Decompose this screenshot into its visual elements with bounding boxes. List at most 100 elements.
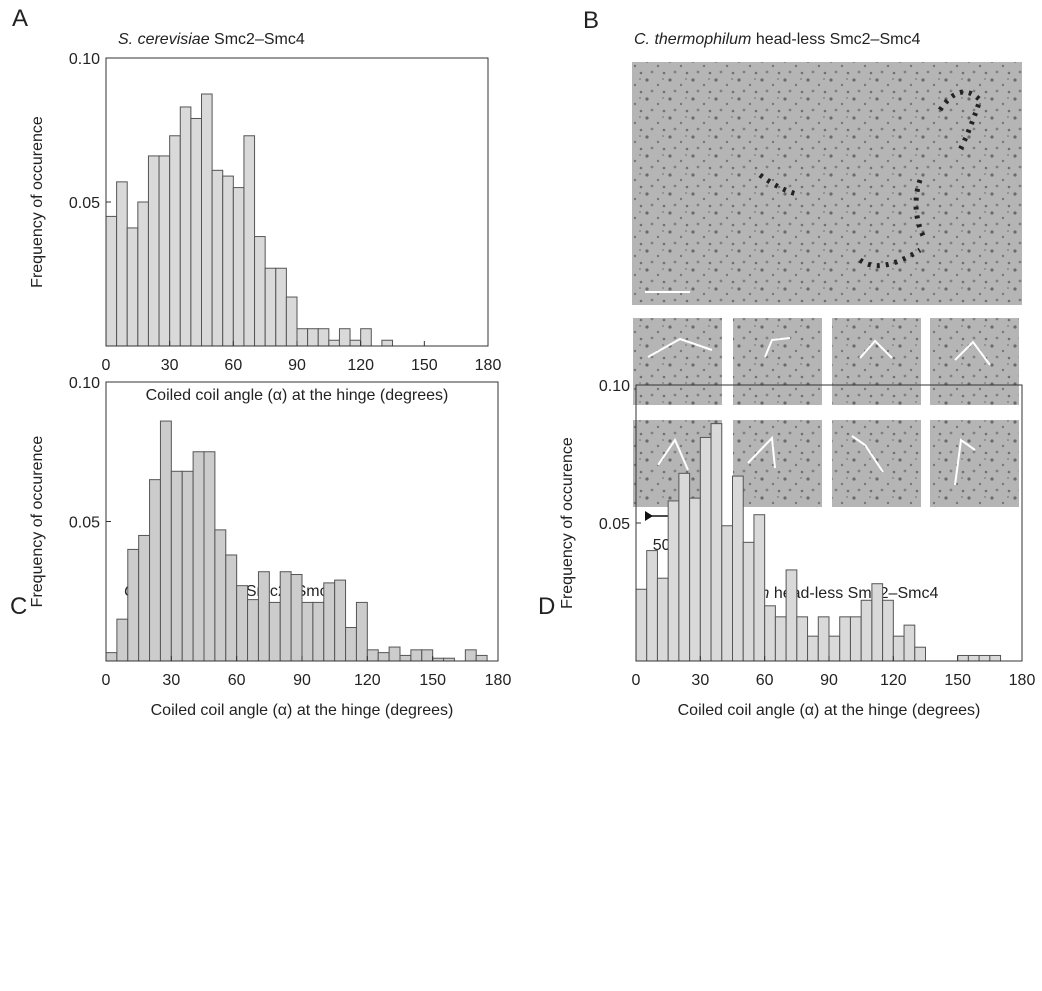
bar xyxy=(243,135,256,347)
x-tick-label: 90 xyxy=(288,357,306,374)
bar xyxy=(817,616,830,662)
tiles xyxy=(633,318,1019,507)
bar xyxy=(764,605,776,662)
bar xyxy=(349,339,362,347)
bar xyxy=(475,654,488,662)
panel-letter: A xyxy=(12,5,28,32)
x-tick-label: 150 xyxy=(419,672,446,689)
bar xyxy=(138,534,151,662)
y-tick-label: 0.10 xyxy=(599,378,630,395)
y-axis-label: Frequency of occurence xyxy=(559,437,576,609)
bar xyxy=(170,470,183,662)
bar xyxy=(667,500,680,662)
x-tick-label: 90 xyxy=(293,672,311,689)
bar xyxy=(232,187,245,347)
bar xyxy=(301,601,314,662)
bar xyxy=(656,577,669,662)
y-tick-label: 0.10 xyxy=(69,375,100,392)
bar xyxy=(211,169,224,347)
bar xyxy=(225,554,238,662)
bar xyxy=(116,618,129,662)
y-tick-label: 0.05 xyxy=(69,195,100,212)
bar xyxy=(774,616,787,662)
bar xyxy=(279,571,292,662)
bar xyxy=(785,569,798,662)
bar xyxy=(646,550,658,662)
bar xyxy=(849,616,862,662)
x-tick-label: 30 xyxy=(162,672,180,689)
x-tick-label: 120 xyxy=(354,672,381,689)
bar xyxy=(290,574,303,662)
bar xyxy=(149,479,161,662)
y-axis-label: Frequency of occurence xyxy=(29,436,46,608)
x-tick-label: 150 xyxy=(944,672,971,689)
bar xyxy=(105,215,118,347)
x-tick-label: 120 xyxy=(347,357,374,374)
bar xyxy=(105,652,118,662)
x-axis-label: Coiled coil angle (α) at the hinge (degr… xyxy=(146,387,449,404)
x-tick-label: 0 xyxy=(102,357,111,374)
panel-letter: B xyxy=(583,7,599,34)
x-tick-label: 150 xyxy=(411,357,438,374)
x-tick-label: 180 xyxy=(485,672,512,689)
bar xyxy=(689,497,701,662)
bar xyxy=(421,649,434,662)
bar xyxy=(721,525,733,662)
x-tick-label: 30 xyxy=(161,357,179,374)
bar xyxy=(381,339,393,347)
chart-panel: CC. thermophilum Smc2–Smc403060901201501… xyxy=(10,375,511,719)
bar xyxy=(137,201,149,347)
bar xyxy=(635,588,648,662)
bar xyxy=(807,635,819,662)
micrograph xyxy=(632,62,1022,305)
bar xyxy=(839,616,851,662)
bar xyxy=(268,601,281,662)
bar xyxy=(828,635,841,662)
bar xyxy=(710,423,723,662)
x-tick-label: 0 xyxy=(632,672,641,689)
x-tick-label: 30 xyxy=(691,672,709,689)
bar xyxy=(399,654,412,662)
bar xyxy=(978,654,991,662)
panel-letter: D xyxy=(538,593,555,620)
bar xyxy=(360,328,372,347)
bar xyxy=(264,267,277,347)
bar xyxy=(181,470,194,662)
bar xyxy=(732,475,744,662)
chart-panel: A S. cerevisiae Smc2–Smc4 0 30 60 90 120 150 180… xyxy=(12,5,501,404)
bar xyxy=(967,654,980,662)
panel-title: C. thermophilum head-less Smc2–Smc4 xyxy=(634,31,920,48)
title-species: C. thermophilum xyxy=(634,31,751,48)
panel-title: S. cerevisiae Smc2–Smc4 xyxy=(118,31,305,48)
panel-letter: C xyxy=(10,593,27,620)
bar xyxy=(338,328,351,347)
bar xyxy=(366,649,379,662)
bar xyxy=(116,181,128,347)
bar xyxy=(203,451,216,662)
bar xyxy=(127,548,140,662)
bar xyxy=(190,117,202,347)
x-tick-label: 120 xyxy=(880,672,907,689)
chart-panel: DC. thermophilum head-less Smc2–Smc40306… xyxy=(538,378,1035,719)
bar xyxy=(699,436,712,662)
bar xyxy=(257,571,270,662)
bar xyxy=(796,616,809,662)
bar xyxy=(334,579,347,662)
x-tick-label: 60 xyxy=(228,672,246,689)
bar xyxy=(236,585,249,662)
bar xyxy=(345,627,357,662)
x-tick-label: 90 xyxy=(820,672,838,689)
bar xyxy=(126,227,139,347)
x-axis-label: Coiled coil angle (α) at the hinge (degr… xyxy=(678,702,981,719)
y-tick-label: 0.05 xyxy=(599,516,630,533)
bar xyxy=(957,654,969,662)
bar xyxy=(388,646,401,662)
x-tick-label: 180 xyxy=(475,357,502,374)
bar xyxy=(882,599,894,662)
bar xyxy=(192,451,205,662)
bar xyxy=(860,599,873,662)
bar xyxy=(753,514,766,662)
y-tick-label: 0.10 xyxy=(69,51,100,68)
bar xyxy=(254,236,266,347)
